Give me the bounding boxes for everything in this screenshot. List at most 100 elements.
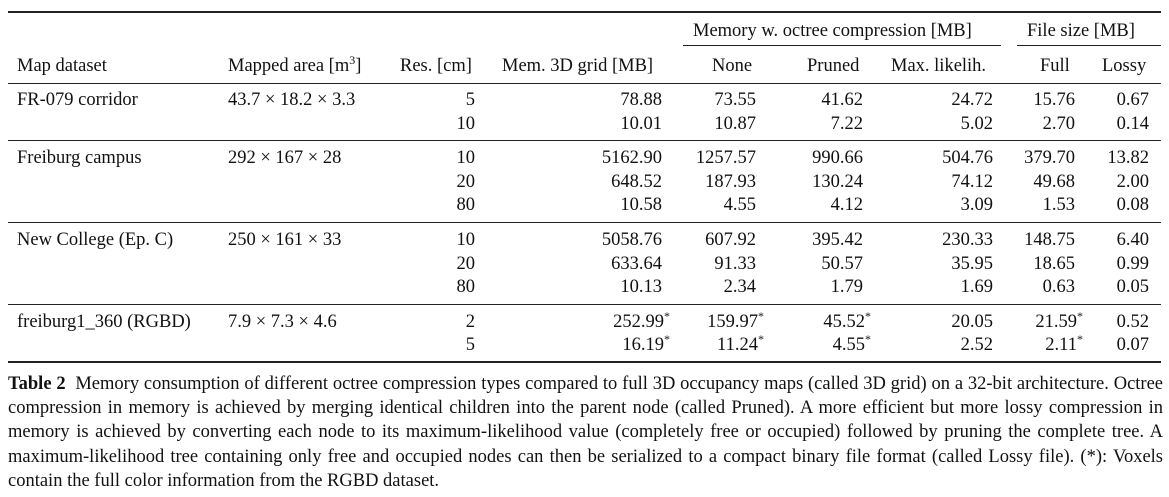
- cell-res: 10: [456, 114, 476, 134]
- header-rule: [8, 83, 1161, 84]
- cell-pruned: 50.57: [821, 254, 863, 274]
- header-pruned: Pruned: [807, 56, 860, 76]
- cell-full: 1.53: [1042, 195, 1075, 215]
- cell-grid: 633.64: [611, 254, 662, 274]
- header-resolution: Res. [cm]: [400, 56, 472, 76]
- cell-maxlik: 2.52: [960, 335, 993, 355]
- cell-maxlik: 74.12: [951, 172, 993, 192]
- cell-none: 187.93: [705, 172, 756, 192]
- cell-none: 4.55: [723, 195, 756, 215]
- caption-text: Memory consumption of different octree c…: [8, 374, 1164, 491]
- cell-none: 91.33: [714, 254, 756, 274]
- cell-none: 607.92: [705, 230, 756, 250]
- cell-grid: 16.19*: [622, 331, 670, 355]
- cell-grid: 78.88: [620, 90, 662, 110]
- cell-full: 21.59*: [1035, 308, 1083, 332]
- cell-none: 73.55: [714, 90, 756, 110]
- cell-res: 20: [456, 172, 476, 192]
- cell-pruned: 4.55*: [832, 331, 871, 355]
- cell-none: 11.24*: [717, 331, 764, 355]
- header-map-dataset: Map dataset: [17, 56, 107, 76]
- cell-maxlik: 504.76: [942, 148, 993, 168]
- cell-maxlik: 20.05: [951, 312, 993, 332]
- cell-dataset: New College (Ep. C): [17, 230, 174, 250]
- cell-maxlik: 1.69: [960, 277, 993, 297]
- group-rule-1: [8, 140, 1161, 141]
- cell-pruned: 130.24: [812, 172, 863, 192]
- cell-res: 2: [465, 312, 475, 332]
- cell-res: 20: [456, 254, 476, 274]
- header-file-group: File size [MB]: [1027, 21, 1135, 41]
- header-memory-group: Memory w. octree compression [MB]: [693, 21, 972, 41]
- cell-res: 10: [456, 148, 476, 168]
- cell-pruned: 4.12: [830, 195, 863, 215]
- file-group-rule: [1017, 45, 1161, 46]
- cell-dataset: FR-079 corridor: [17, 90, 138, 110]
- cell-pruned: 7.22: [830, 114, 863, 134]
- cell-none: 159.97*: [707, 308, 764, 332]
- cell-pruned: 395.42: [812, 230, 863, 250]
- cell-res: 5: [465, 335, 475, 355]
- cell-lossy: 0.99: [1116, 254, 1149, 274]
- header-mapped-area: Mapped area [m3]: [228, 52, 362, 76]
- caption-label: Table 2: [8, 374, 66, 394]
- header-full: Full: [1040, 56, 1070, 76]
- cell-full: 379.70: [1024, 148, 1075, 168]
- cell-area: 7.9 × 7.3 × 4.6: [228, 312, 337, 332]
- cell-full: 49.68: [1033, 172, 1075, 192]
- cell-maxlik: 230.33: [942, 230, 993, 250]
- cell-dataset: freiburg1_360 (RGBD): [17, 312, 191, 332]
- cell-grid: 10.01: [620, 114, 662, 134]
- cell-area: 292 × 167 × 28: [228, 148, 342, 168]
- cell-lossy: 0.52: [1116, 312, 1149, 332]
- cell-lossy: 0.05: [1116, 277, 1149, 297]
- header-max-likelihood: Max. likelih.: [891, 56, 987, 76]
- cell-full: 2.11*: [1045, 331, 1083, 355]
- cell-full: 0.63: [1042, 277, 1075, 297]
- cell-grid: 5058.76: [601, 230, 662, 250]
- cell-dataset: Freiburg campus: [17, 148, 142, 168]
- cell-full: 148.75: [1024, 230, 1075, 250]
- cell-pruned: 41.62: [821, 90, 863, 110]
- header-grid-memory: Mem. 3D grid [MB]: [502, 56, 654, 76]
- cell-res: 10: [456, 230, 476, 250]
- memory-group-rule: [683, 45, 1001, 46]
- cell-pruned: 45.52*: [823, 308, 871, 332]
- cell-maxlik: 35.95: [951, 254, 993, 274]
- cell-full: 2.70: [1042, 114, 1075, 134]
- cell-lossy: 0.08: [1116, 195, 1149, 215]
- cell-lossy: 2.00: [1116, 172, 1149, 192]
- cell-maxlik: 24.72: [951, 90, 993, 110]
- cell-res: 80: [456, 277, 476, 297]
- cell-area: 250 × 161 × 33: [228, 230, 342, 250]
- cell-res: 5: [465, 90, 475, 110]
- cell-lossy: 0.67: [1116, 90, 1149, 110]
- cell-maxlik: 5.02: [960, 114, 993, 134]
- cell-grid: 10.58: [620, 195, 662, 215]
- header-lossy: Lossy: [1102, 56, 1147, 76]
- header-none: None: [712, 56, 753, 76]
- cell-res: 80: [456, 195, 476, 215]
- table-caption: Table 2 Memory consumption of different …: [8, 372, 1163, 493]
- cell-pruned: 1.79: [830, 277, 863, 297]
- cell-pruned: 990.66: [812, 148, 863, 168]
- cell-maxlik: 3.09: [960, 195, 993, 215]
- cell-lossy: 0.14: [1116, 114, 1149, 134]
- cell-lossy: 6.40: [1116, 230, 1149, 250]
- cell-area: 43.7 × 18.2 × 3.3: [228, 90, 356, 110]
- cell-lossy: 13.82: [1107, 148, 1149, 168]
- cell-lossy: 0.07: [1116, 335, 1149, 355]
- top-rule: [8, 11, 1161, 13]
- cell-none: 10.87: [714, 114, 756, 134]
- cell-grid: 252.99*: [613, 308, 670, 332]
- cell-grid: 10.13: [620, 277, 662, 297]
- group-rule-2: [8, 222, 1161, 223]
- cell-full: 15.76: [1033, 90, 1075, 110]
- group-rule-3: [8, 304, 1161, 305]
- cell-none: 2.34: [723, 277, 756, 297]
- bottom-rule: [8, 361, 1161, 363]
- cell-full: 18.65: [1033, 254, 1075, 274]
- cell-grid: 648.52: [611, 172, 662, 192]
- cell-none: 1257.57: [695, 148, 756, 168]
- cell-grid: 5162.90: [601, 148, 662, 168]
